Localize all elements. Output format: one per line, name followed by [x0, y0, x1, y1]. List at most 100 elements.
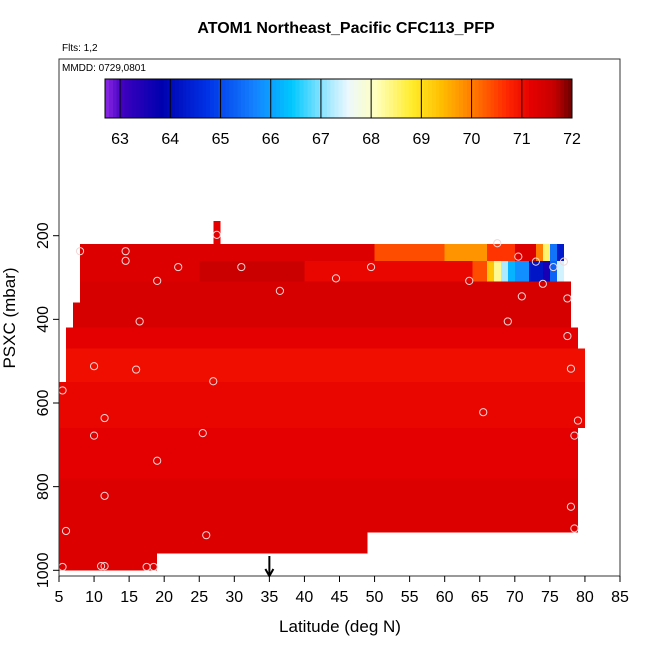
colorbar-segment — [194, 79, 199, 118]
heatmap-cell — [535, 244, 543, 261]
heatmap-cell — [59, 553, 158, 571]
colorbar-segment — [272, 79, 277, 118]
sample-point — [61, 526, 71, 536]
colorbar-segment — [124, 79, 129, 118]
colorbar-segment — [229, 79, 235, 118]
colorbar-segment — [330, 79, 336, 118]
colorbar-segment — [533, 79, 538, 118]
colorbar-segment — [252, 79, 258, 118]
sample-point — [479, 408, 488, 417]
colorbar-segment — [424, 79, 429, 118]
sample-point — [121, 247, 130, 256]
colorbar-segment — [470, 79, 476, 118]
colorbar-segment — [334, 79, 340, 118]
colorbar-segment — [280, 79, 285, 118]
colorbar-segment — [202, 79, 207, 118]
sample-point — [465, 276, 474, 285]
colorbar-segment — [295, 79, 301, 118]
heatmap-cell — [556, 260, 564, 282]
x-tick-label: 5 — [55, 589, 64, 606]
colorbar-segment — [315, 79, 320, 118]
x-tick-label: 30 — [225, 589, 243, 606]
colorbar-segment — [552, 79, 558, 118]
heatmap-cell — [374, 244, 445, 261]
colorbar-segment — [198, 79, 203, 118]
colorbar-segment — [509, 79, 515, 118]
colorbar-segment — [245, 79, 250, 118]
colorbar-segment — [276, 79, 281, 118]
colorbar-segment — [435, 79, 441, 118]
colorbar-segment — [326, 79, 332, 118]
colorbar-segment — [560, 79, 565, 118]
colorbar-segment — [151, 79, 157, 118]
colorbar-segment — [248, 79, 254, 118]
sample-point — [212, 230, 221, 239]
sample-point — [570, 431, 579, 440]
colorbar-segment — [361, 79, 367, 118]
x-tick-label: 70 — [506, 589, 524, 606]
colorbar-segment — [260, 79, 266, 118]
heatmap-cell — [59, 382, 585, 429]
colorbar-segment — [474, 79, 480, 118]
heatmap-cell — [493, 260, 501, 282]
sample-point — [209, 377, 218, 386]
sample-point — [153, 456, 162, 465]
colorbar-segment — [494, 79, 499, 118]
colorbar-segment — [568, 79, 573, 118]
colorbar-segment — [155, 79, 161, 118]
sample-point — [75, 247, 85, 256]
colorbar-segment — [307, 79, 312, 118]
heatmap-cell — [472, 260, 487, 282]
colorbar-segment — [136, 79, 141, 118]
heatmap-cell — [542, 244, 550, 261]
heatmap-cells — [59, 221, 585, 571]
sample-point — [366, 262, 376, 272]
sample-point — [100, 491, 109, 500]
colorbar-segment — [132, 79, 137, 118]
colorbar-segment — [529, 79, 534, 118]
heatmap-cell — [514, 244, 536, 261]
colorbar-ticks: 63 64 65 66 67 68 69 70 71 72 — [111, 79, 581, 148]
heatmap-cell — [59, 478, 578, 533]
colorbar-segment — [303, 79, 308, 118]
sample-point — [503, 317, 512, 326]
marker-head — [264, 568, 275, 579]
heatmap-cell — [73, 302, 571, 328]
colorbar-segment — [404, 79, 410, 118]
x-axis-label: Latitude (deg N) — [279, 617, 401, 636]
x-tick-label: 80 — [576, 589, 594, 606]
x-tick-label: 15 — [120, 589, 138, 606]
heatmap-cell — [549, 260, 557, 282]
colorbar-tick-label: 68 — [362, 131, 380, 148]
colorbar-tick-label: 72 — [563, 131, 581, 148]
colorbar-segment — [284, 79, 289, 118]
colorbar-segment — [365, 79, 371, 118]
colorbar-segment — [210, 79, 215, 118]
colorbar-segment — [443, 79, 449, 118]
heatmap-cell — [66, 348, 585, 383]
colorbar-segment — [400, 79, 406, 118]
colorbar-segment — [116, 79, 122, 118]
colorbar-segment — [264, 79, 270, 118]
sample-point — [563, 294, 572, 303]
heatmap-cell — [556, 244, 564, 261]
sample-point — [202, 531, 211, 540]
heatmap-cell — [66, 327, 578, 349]
heatmap-cell — [80, 260, 200, 282]
x-tick-label: 10 — [85, 589, 103, 606]
heatmap-cell — [500, 260, 508, 282]
colorbar-segment — [392, 79, 398, 118]
heatmap-cell — [549, 244, 557, 261]
colorbar-segment — [455, 79, 460, 118]
colorbar-segment — [478, 79, 484, 118]
flights-note: Flts: 1,2 — [62, 43, 98, 54]
colorbar-segment — [385, 79, 390, 118]
colorbar-segment — [412, 79, 417, 118]
colorbar-segment — [120, 79, 126, 118]
colorbar — [104, 78, 573, 119]
sample-point — [100, 413, 109, 423]
heatmap-cell — [507, 260, 515, 282]
colorbar-tick-label: 67 — [312, 131, 330, 148]
colorbar-tick-label: 64 — [161, 131, 179, 148]
colorbar-tick-label: 66 — [262, 131, 280, 148]
